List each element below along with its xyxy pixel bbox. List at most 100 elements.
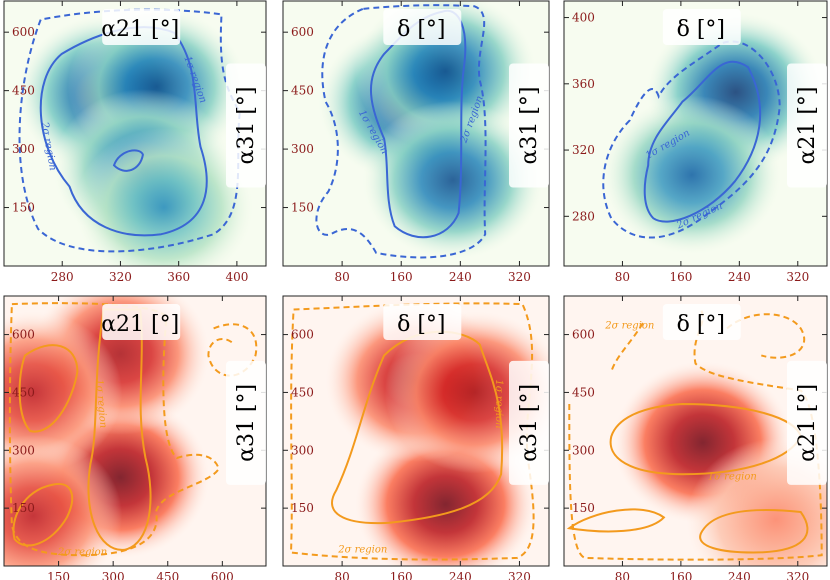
y-tick-label: 300: [12, 443, 35, 457]
y-tick-label: 600: [572, 328, 595, 342]
x-tick-label: 360: [167, 270, 190, 284]
y-tick-label: 300: [12, 142, 35, 156]
title-box: [662, 304, 741, 340]
x-tick-label: 320: [786, 570, 809, 580]
contour-1sigma-island: [699, 509, 809, 554]
y-tick-label: 600: [291, 328, 314, 342]
heatmap: [602, 12, 826, 255]
y-tick-label: 600: [12, 328, 35, 342]
density-peak: [602, 95, 782, 255]
x-tick-label: 320: [508, 270, 531, 284]
ylabel-box: [226, 360, 266, 485]
heatmap: [4, 296, 210, 566]
y-tick-label: 150: [572, 501, 595, 515]
contour-1sigma-island: [12, 482, 74, 547]
contour-label-1sigma: 1σ region: [93, 379, 108, 429]
panel-ylabel: α31 [°]: [517, 384, 542, 462]
panel-ylabel: α21 [°]: [795, 86, 820, 164]
title-box: [383, 304, 462, 340]
contour-1sigma-island: [18, 344, 79, 433]
contour-2sigma: [18, 8, 241, 253]
y-tick-label: 300: [572, 443, 595, 457]
density-peak: [384, 311, 549, 474]
density-peak: [4, 434, 123, 566]
x-tick-label: 80: [615, 570, 630, 580]
panel-ylabel: α31 [°]: [517, 86, 542, 164]
y-tick-label: 150: [291, 201, 314, 215]
y-tick-label: 400: [572, 11, 595, 25]
panel-bottom-left: 1σ region 2σ region 150 300 450 600 150 300 450 6…: [3, 295, 267, 580]
contour-2sigma: [602, 40, 781, 239]
panel-bottom-middle: 1σ region 2σ region 80 160 240 320 150 300 450 60…: [282, 295, 550, 580]
x-tick-label: 280: [51, 270, 74, 284]
density-peak: [4, 311, 123, 474]
ylabel-box: [226, 63, 266, 188]
x-tick-label: 320: [786, 270, 809, 284]
contours: [289, 302, 535, 561]
x-tick-label: 320: [508, 570, 531, 580]
x-tick-label: 240: [728, 570, 751, 580]
x-tick-label: 150: [47, 570, 70, 580]
y-tick-label: 280: [572, 209, 595, 223]
panel-title: α21 [°]: [101, 17, 179, 42]
x-tick-label: 400: [225, 270, 248, 284]
title-box: [102, 9, 181, 45]
contour-label-1sigma: 1σ region: [493, 379, 504, 428]
contour-2sigma-island: [207, 323, 258, 377]
contour-1sigma: [331, 330, 504, 525]
contour-1sigma-island: [566, 508, 666, 533]
contour-2sigma: [568, 309, 823, 561]
y-tick-label: 450: [12, 84, 35, 98]
x-tick-label: 320: [109, 270, 132, 284]
y-tick-label: 450: [12, 385, 35, 399]
contour-2sigma-island: [726, 313, 806, 359]
x-tick-label: 160: [669, 570, 692, 580]
contours: [8, 302, 258, 557]
contour-label-1sigma: 1σ region: [708, 472, 757, 483]
y-tick-label: 150: [291, 501, 314, 515]
y-tick-label: 360: [572, 77, 595, 91]
y-tick-label: 450: [572, 385, 595, 399]
x-tick-label: 240: [449, 570, 472, 580]
x-tick-label: 240: [728, 270, 751, 284]
title-box: [662, 9, 741, 45]
x-tick-label: 600: [211, 570, 234, 580]
ylabel-box: [787, 360, 827, 485]
contour-2sigma: [289, 302, 535, 561]
contour-label-2sigma: 2σ region: [604, 320, 654, 331]
panel-title: δ [°]: [397, 312, 445, 337]
panel-bottom-right: 1σ region 2σ region 80 160 240 320 150 300 450 60…: [563, 295, 828, 580]
x-tick-label: 80: [334, 570, 349, 580]
density-peak: [362, 100, 544, 260]
heatmap: [325, 299, 549, 566]
y-tick-label: 300: [291, 443, 314, 457]
contour-1sigma: [643, 60, 762, 223]
contour-label-2sigma: 2σ region: [57, 547, 107, 558]
x-tick-label: 80: [334, 270, 349, 284]
x-tick-label: 300: [102, 570, 125, 580]
y-tick-label: 150: [12, 501, 35, 515]
x-tick-label: 160: [390, 270, 413, 284]
panel-ylabel: α21 [°]: [795, 384, 820, 462]
panel-ylabel: α31 [°]: [234, 384, 259, 462]
heatmap: [16, 7, 254, 266]
panel-title: α21 [°]: [101, 312, 179, 337]
contour-1sigma: [87, 308, 152, 551]
contour-2sigma: [315, 4, 487, 259]
panel-title: δ [°]: [397, 17, 445, 42]
panel-ylabel: α31 [°]: [234, 86, 259, 164]
ylabel-box: [509, 63, 549, 188]
ylabel-box: [509, 360, 549, 485]
title-box: [383, 9, 462, 45]
contours: [602, 40, 781, 239]
x-tick-label: 160: [669, 270, 692, 284]
x-tick-label: 450: [156, 570, 179, 580]
x-tick-label: 80: [615, 270, 630, 284]
contour-label-2sigma: 2σ region: [337, 545, 387, 556]
ylabel-box: [787, 63, 827, 188]
y-tick-label: 600: [291, 25, 314, 39]
y-tick-label: 450: [291, 385, 314, 399]
